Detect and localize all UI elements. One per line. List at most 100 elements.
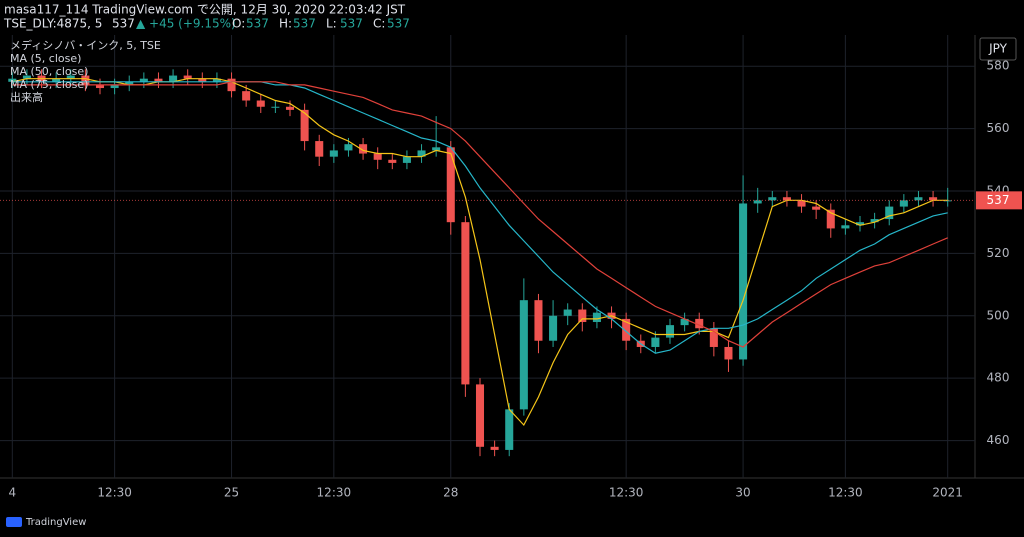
- candle-body: [388, 159, 397, 163]
- ohlc-value: 537: [293, 17, 316, 31]
- candle-body: [125, 81, 134, 85]
- candle-body: [797, 200, 806, 207]
- candle-body: [519, 300, 528, 410]
- candle-body: [826, 209, 835, 229]
- candle-body: [359, 144, 368, 154]
- candle-body: [475, 384, 485, 447]
- candle-body: [461, 222, 470, 385]
- header-line: masa117_114 TradingView.com で公開, 12月 30,…: [4, 3, 406, 17]
- candle-body: [534, 300, 543, 341]
- candle-body: [841, 225, 850, 229]
- candle-body: [22, 75, 31, 79]
- candle-body: [768, 197, 777, 201]
- x-tick-label: 25: [224, 486, 239, 500]
- candle-body: [183, 75, 192, 79]
- ohlc-value: 537: [387, 17, 410, 31]
- x-tick-label: 12:30: [828, 486, 863, 500]
- ma-line: [12, 81, 948, 348]
- legend-entry: MA (5, close): [10, 52, 81, 65]
- ohlc-key: O:: [232, 17, 245, 31]
- candle-body: [373, 153, 382, 160]
- ohlc-key: C:: [373, 17, 385, 31]
- candle-body: [739, 203, 748, 360]
- currency-box: [979, 37, 1017, 61]
- candle-body: [139, 78, 148, 82]
- candle-body: [929, 197, 938, 201]
- y-tick-label: 520: [987, 246, 1010, 260]
- currency: JPY: [988, 42, 1008, 56]
- candle-body: [300, 109, 309, 142]
- x-tick-label: 12:30: [609, 486, 644, 500]
- candle-body: [870, 219, 879, 223]
- candle-body: [271, 106, 280, 108]
- ma-line: [12, 81, 948, 354]
- logo: [6, 517, 22, 527]
- candle-body: [329, 150, 338, 157]
- candle-body: [855, 222, 865, 226]
- candle-body: [695, 318, 704, 329]
- candle-body: [899, 200, 908, 207]
- last-price-box: [976, 191, 1022, 210]
- candle-body: [169, 75, 178, 82]
- candle-body: [563, 309, 572, 316]
- brand: TradingView: [25, 517, 86, 528]
- x-tick-label: 2021: [932, 486, 963, 500]
- symbol: TSE_DLY:4875, 5: [3, 17, 102, 31]
- plot: 537: [0, 69, 1022, 457]
- candle-body: [227, 78, 236, 92]
- candle-body: [490, 446, 499, 450]
- price: 537: [112, 17, 135, 31]
- candle-body: [81, 75, 90, 85]
- candle-body: [665, 325, 675, 338]
- candle-body: [446, 147, 455, 223]
- candle-body: [753, 200, 762, 204]
- candle-body: [242, 91, 251, 101]
- candle-body: [417, 150, 426, 157]
- y-tick-label: 580: [987, 59, 1010, 73]
- candle-body: [95, 84, 105, 89]
- candle-body: [402, 156, 411, 163]
- candle-body: [285, 106, 295, 110]
- candle-body: [549, 315, 558, 341]
- y-tick-label: 500: [987, 308, 1010, 322]
- candle-body: [8, 78, 17, 82]
- ohlc: O: 537 H: 537 L: 537 C: 537: [232, 17, 410, 31]
- x-tick-label: 12:30: [317, 486, 352, 500]
- ohlc-key: H:: [279, 17, 292, 31]
- legend-entry: 出来高: [10, 90, 43, 104]
- candle-body: [782, 197, 791, 201]
- candle-body: [914, 197, 923, 201]
- x-tick-label: 28: [443, 486, 458, 500]
- x-tick-label: 12:30: [97, 486, 132, 500]
- x-tick-label: 4: [8, 486, 16, 500]
- candle-body: [110, 84, 119, 89]
- legend-entry: メディシノバ・インク, 5, TSE: [10, 38, 161, 52]
- candle-body: [66, 75, 75, 79]
- candle-body: [709, 328, 718, 347]
- candle-body: [505, 409, 514, 450]
- y-tick-label: 560: [987, 121, 1010, 135]
- candle-body: [651, 337, 660, 347]
- candle-body: [622, 318, 631, 341]
- candle-body: [578, 309, 587, 323]
- y-tick-label: 460: [987, 433, 1010, 447]
- candle-body: [344, 144, 353, 151]
- change: ▲ +45 (+9.15%): [136, 17, 236, 31]
- y-tick-label: 480: [987, 371, 1010, 385]
- legend-entry: MA (50, close): [10, 65, 88, 78]
- candle-body: [154, 78, 163, 82]
- candle-body: [315, 141, 324, 157]
- legend-entry: MA (75, close): [10, 78, 88, 91]
- candle-body: [724, 346, 733, 360]
- candle-body: [680, 318, 689, 326]
- candle-body: [432, 147, 441, 151]
- ohlc-value: 537: [340, 17, 363, 31]
- candle-body: [198, 78, 207, 82]
- candle-body: [52, 78, 61, 82]
- ohlc-key: L:: [326, 17, 337, 31]
- x-tick-label: 30: [735, 486, 750, 500]
